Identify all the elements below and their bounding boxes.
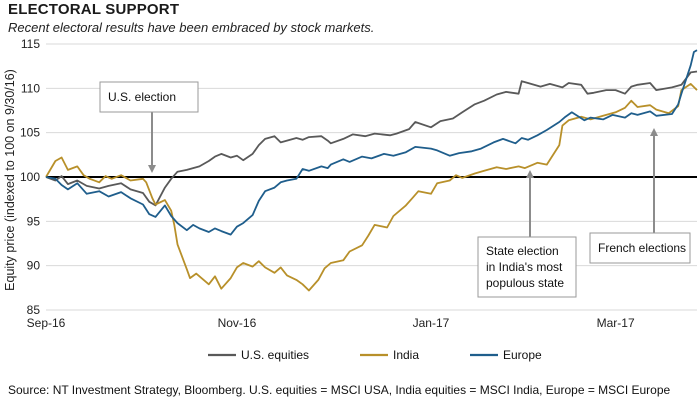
legend-label: Europe	[503, 348, 542, 362]
annotation-box	[477, 236, 577, 298]
series-line-u-s-equities	[45, 70, 698, 207]
annotation-text: State election	[486, 244, 559, 258]
annotation-text: U.S. election	[108, 90, 176, 104]
axes: 85 90 95 100 105 110 115 Sep-16 Nov-16 Jan-17 Mar-…	[20, 37, 635, 330]
legend: U.S. equities India Europe	[208, 348, 542, 362]
legend-item: India	[360, 348, 419, 362]
source-note: Source: NT Investment Strategy, Bloomber…	[8, 383, 671, 397]
x-tick-label: Mar-17	[597, 316, 635, 330]
series-line-india	[45, 83, 698, 292]
y-tick-label: 95	[27, 214, 41, 228]
chart-title: ELECTORAL SUPPORT	[8, 1, 180, 18]
legend-label: U.S. equities	[241, 348, 309, 362]
annotation-callout: U.S. election	[99, 81, 199, 173]
legend-item: Europe	[470, 348, 542, 362]
x-tick-label: Sep-16	[27, 316, 66, 330]
x-tick-label: Nov-16	[218, 316, 257, 330]
annotation-text: French elections	[598, 241, 686, 255]
y-tick-label: 100	[20, 170, 40, 184]
annotation-box	[589, 232, 691, 264]
y-axis-label: Equity price (indexed to 100 on 9/30/16)	[3, 69, 17, 291]
chart-subtitle: Recent electoral results have been embra…	[8, 20, 375, 35]
legend-label: India	[393, 348, 419, 362]
annotations: U.S. election State election in India's mo…	[99, 81, 691, 298]
annotation-text: in India's most	[486, 260, 563, 274]
y-tick-label: 90	[27, 259, 41, 273]
series-line-europe	[45, 49, 698, 236]
annotation-box	[99, 81, 199, 113]
y-tick-label: 105	[20, 126, 40, 140]
x-tick-label: Jan-17	[413, 316, 450, 330]
y-tick-label: 115	[21, 37, 40, 51]
y-tick-label: 110	[21, 81, 40, 95]
annotation-callout: State election in India's most populous st…	[477, 170, 577, 298]
legend-item: U.S. equities	[208, 348, 309, 362]
series-lines	[45, 49, 698, 292]
annotation-text: populous state	[486, 276, 564, 290]
y-tick-label: 85	[27, 303, 41, 317]
annotation-callout: French elections	[589, 128, 691, 264]
